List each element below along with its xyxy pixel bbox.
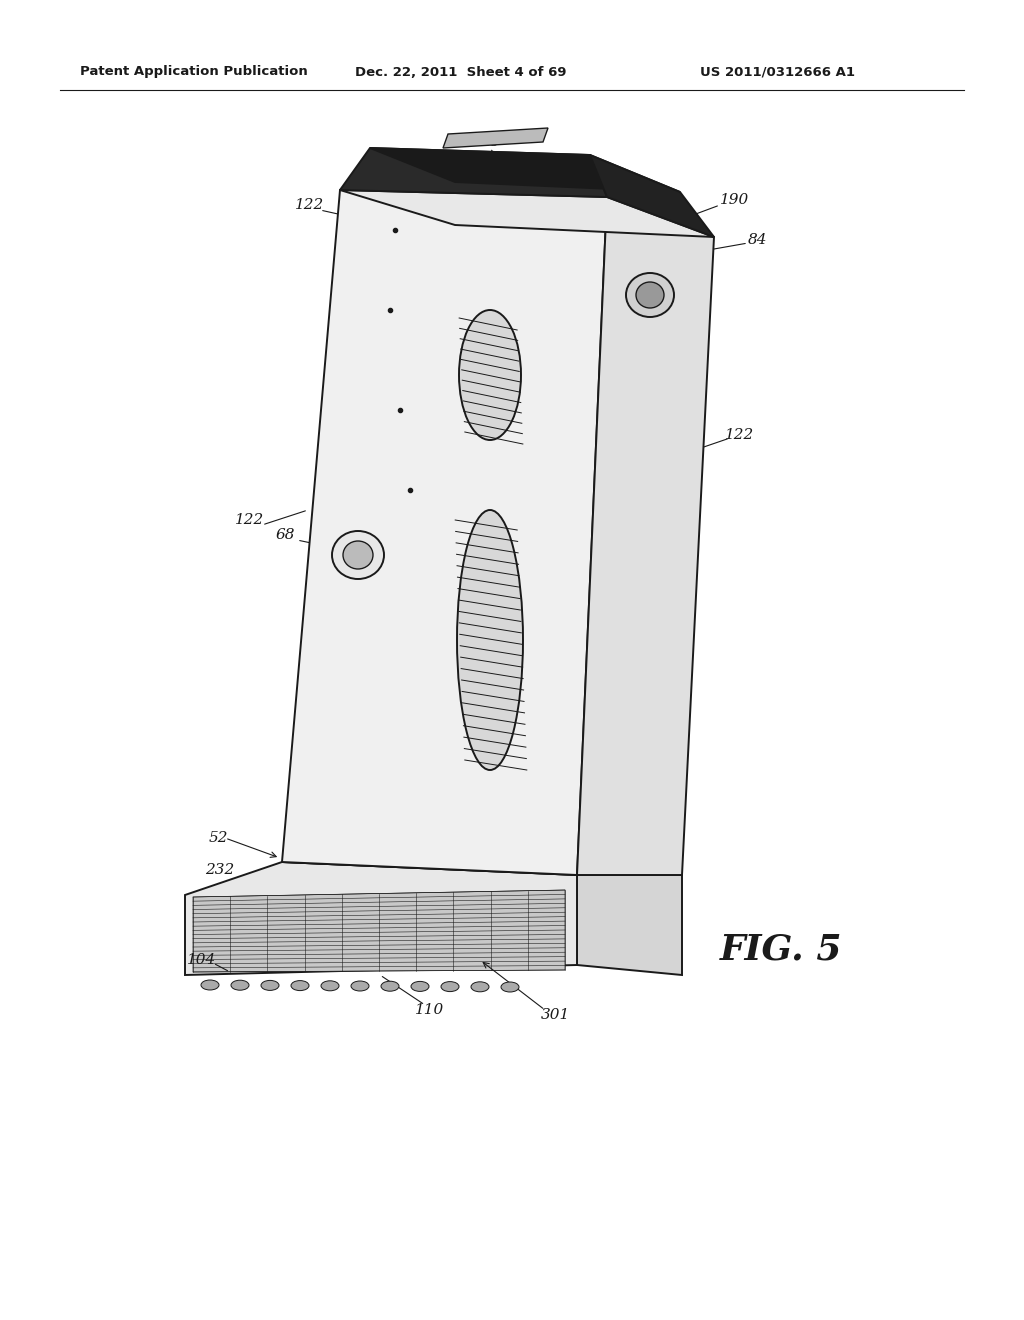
Ellipse shape	[501, 982, 519, 993]
Text: 110: 110	[416, 1003, 444, 1016]
Polygon shape	[370, 148, 680, 191]
Ellipse shape	[261, 981, 279, 990]
Polygon shape	[577, 197, 714, 875]
Ellipse shape	[441, 982, 459, 991]
Ellipse shape	[626, 273, 674, 317]
Text: 122: 122	[295, 198, 325, 213]
Text: 68: 68	[275, 528, 295, 543]
Text: 122: 122	[236, 513, 264, 527]
Text: 52: 52	[208, 832, 227, 845]
Polygon shape	[193, 890, 565, 972]
Text: FIG. 5: FIG. 5	[720, 933, 843, 968]
Text: US 2011/0312666 A1: US 2011/0312666 A1	[700, 66, 855, 78]
Text: 48: 48	[480, 135, 500, 149]
Ellipse shape	[321, 981, 339, 991]
Text: Patent Application Publication: Patent Application Publication	[80, 66, 308, 78]
Ellipse shape	[459, 310, 521, 440]
Ellipse shape	[332, 531, 384, 579]
Text: 104: 104	[187, 953, 217, 968]
Polygon shape	[185, 862, 577, 975]
Text: 190: 190	[720, 193, 750, 207]
Polygon shape	[443, 128, 548, 148]
Ellipse shape	[231, 981, 249, 990]
Text: 301: 301	[541, 1008, 569, 1022]
Text: Dec. 22, 2011  Sheet 4 of 69: Dec. 22, 2011 Sheet 4 of 69	[355, 66, 566, 78]
Ellipse shape	[471, 982, 489, 991]
Ellipse shape	[457, 510, 523, 770]
Polygon shape	[577, 875, 682, 975]
Text: 46: 46	[671, 568, 690, 582]
Ellipse shape	[351, 981, 369, 991]
Ellipse shape	[291, 981, 309, 990]
Polygon shape	[282, 190, 607, 875]
Ellipse shape	[201, 979, 219, 990]
Ellipse shape	[343, 541, 373, 569]
Ellipse shape	[381, 981, 399, 991]
Ellipse shape	[636, 282, 664, 308]
Polygon shape	[340, 190, 714, 238]
Text: 76: 76	[335, 673, 354, 686]
Polygon shape	[590, 154, 714, 238]
Polygon shape	[282, 862, 682, 875]
Text: 84: 84	[749, 234, 768, 247]
Ellipse shape	[411, 981, 429, 991]
Polygon shape	[340, 148, 607, 197]
Text: 122: 122	[725, 428, 755, 442]
Text: 232: 232	[206, 863, 234, 876]
